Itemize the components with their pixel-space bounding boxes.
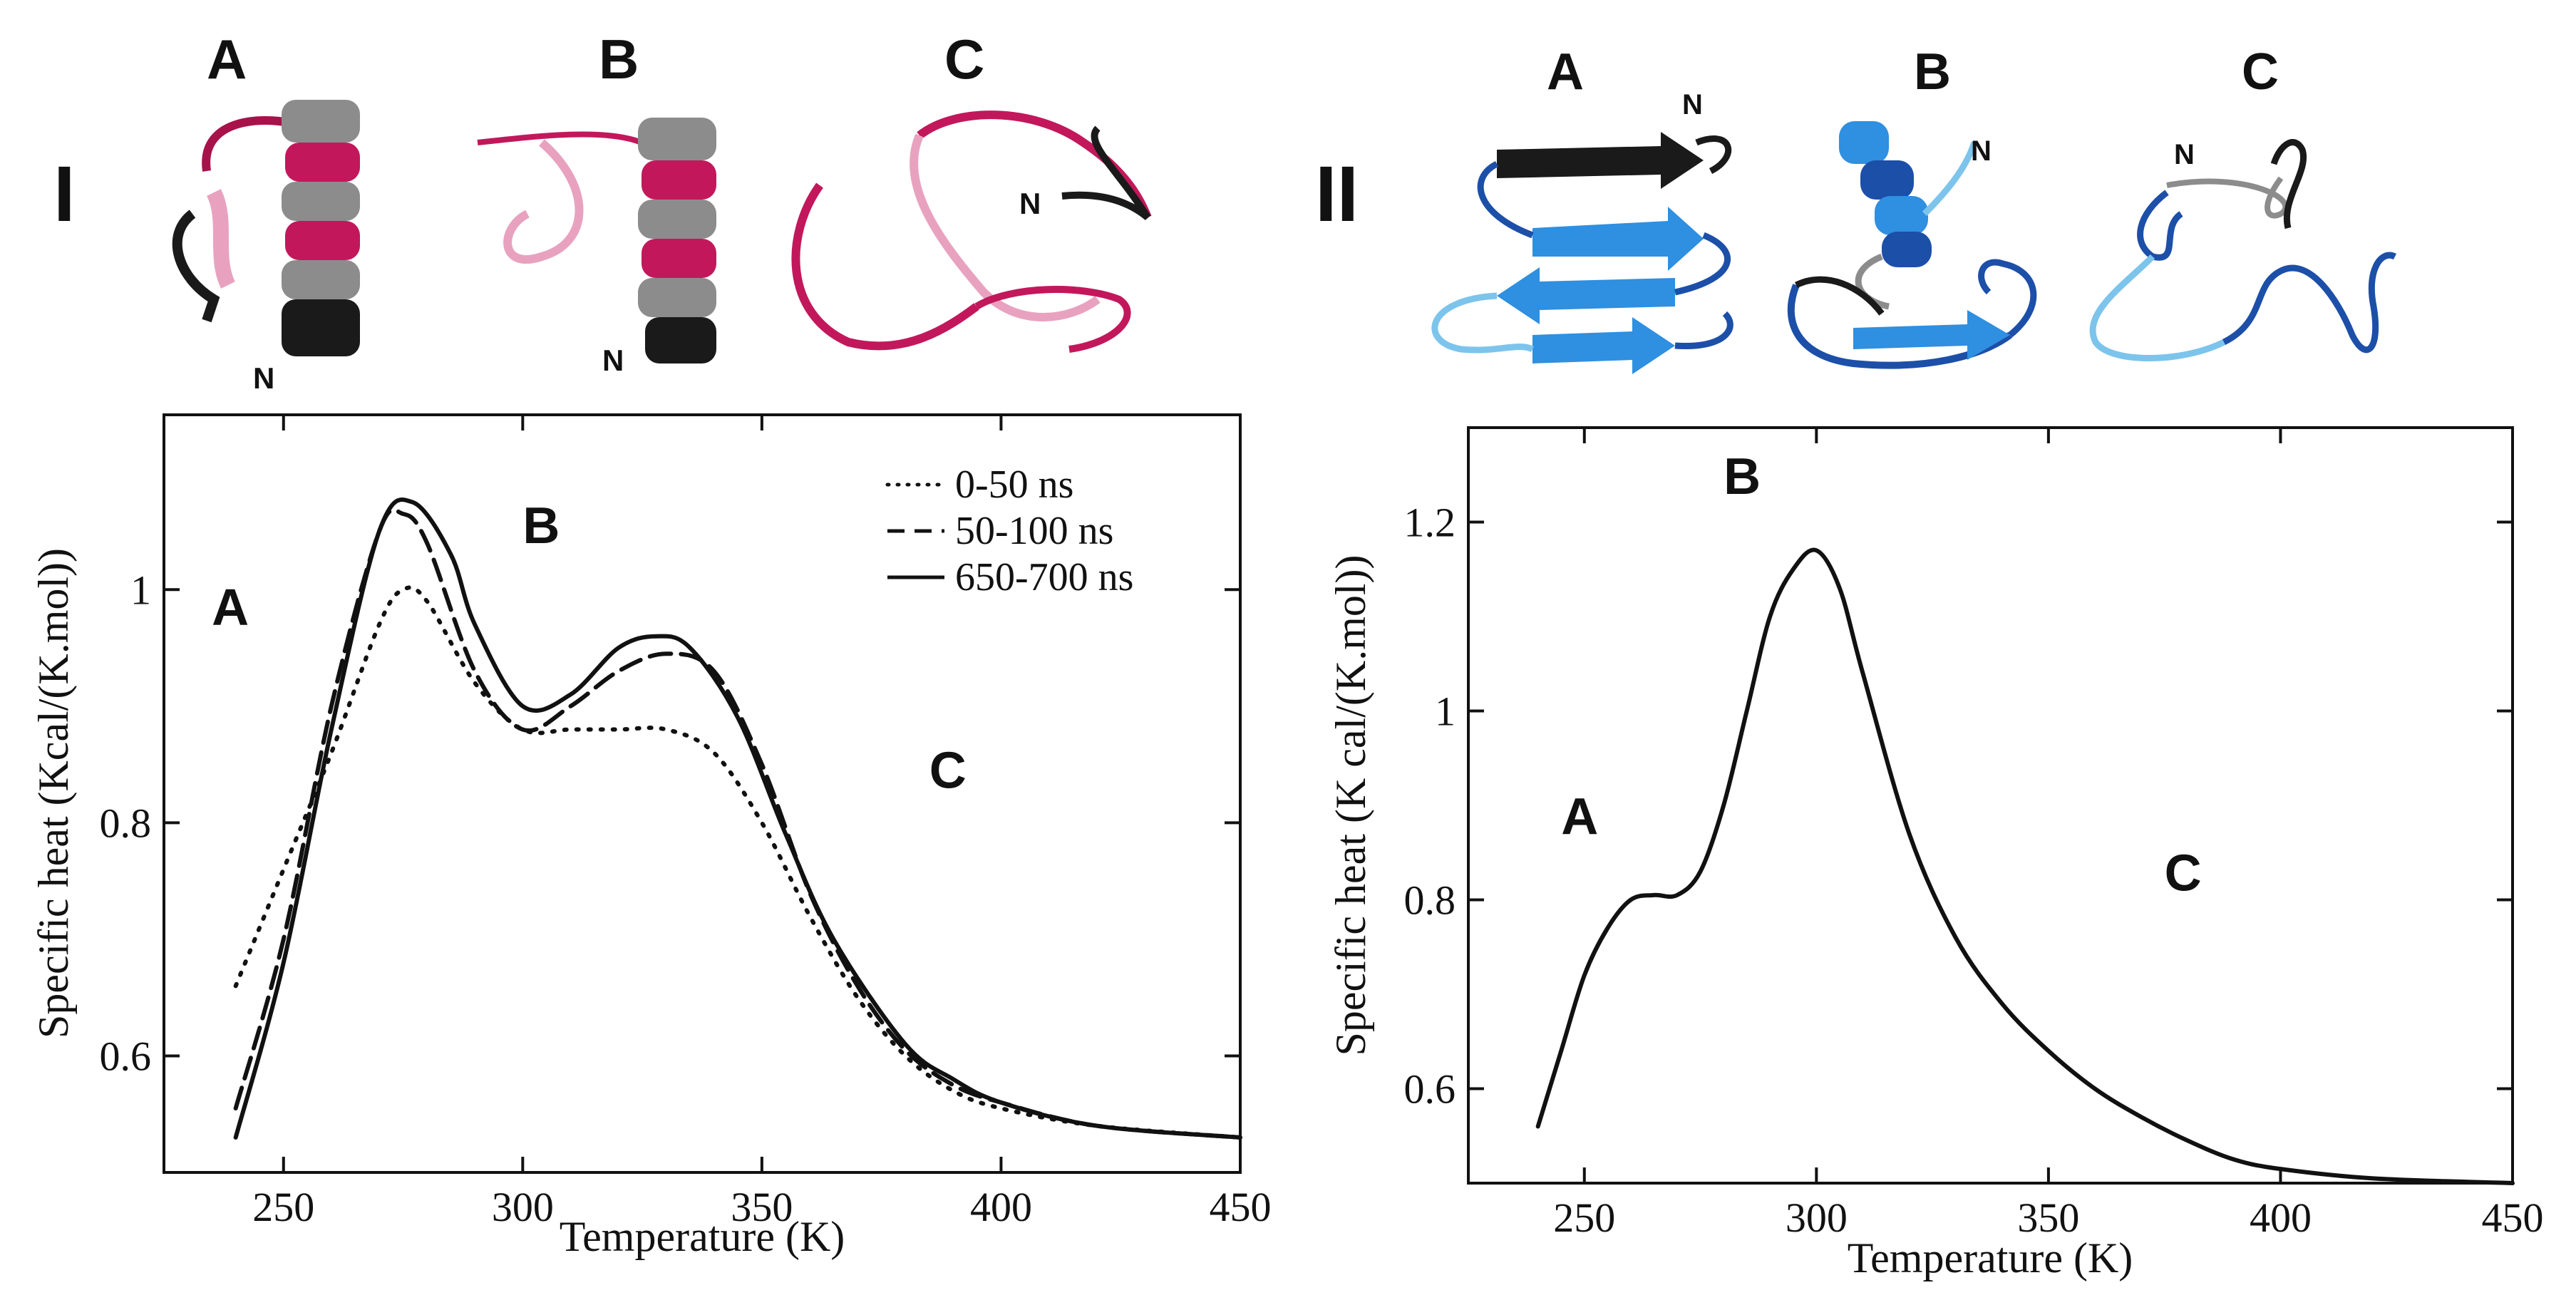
region-label-a: A bbox=[1561, 788, 1598, 845]
structure-i-b-image: N bbox=[477, 118, 716, 377]
series-lines-ii bbox=[1535, 547, 2515, 1185]
axis-ticks-i: 250 300 350 400 450 0.6 0.8 1 bbox=[100, 415, 1272, 1230]
specific-heat-chart-ii: 250 300 350 400 450 0.6 0.8 1 1.2 A B C Temperatur… bbox=[1327, 426, 2544, 1281]
structure-ii-a-n-terminus: N bbox=[1682, 89, 1703, 120]
structure-i-c-image: N bbox=[791, 110, 1152, 353]
x-tick-label-300: 300 bbox=[1786, 1195, 1848, 1241]
structure-i-a-image: N bbox=[172, 100, 360, 395]
structure-ii-a-image: N bbox=[1431, 89, 1733, 374]
panel-ii-label: II bbox=[1315, 150, 1359, 238]
y-axis-label-ii: Specific heat (K cal/(K.mol)) bbox=[1327, 555, 1374, 1056]
x-tick-label-250: 250 bbox=[1553, 1195, 1615, 1241]
structure-ii-c-image: N bbox=[2089, 139, 2397, 361]
structure-ii-c-label: C bbox=[2242, 43, 2279, 100]
series-line-specific-heat bbox=[1535, 547, 2515, 1185]
legend-entry-0-50ns: 0-50 ns bbox=[955, 463, 1073, 507]
y-tick-label-0: 0.6 bbox=[100, 1033, 152, 1079]
structure-i-b-label: B bbox=[599, 28, 639, 91]
structure-ii-b-label: B bbox=[1914, 43, 1951, 100]
region-label-c: C bbox=[2165, 845, 2202, 902]
panel-i-structures: I A B C N N bbox=[53, 28, 1152, 395]
x-tick-label-400: 400 bbox=[2250, 1195, 2312, 1241]
legend-entry-50-100ns: 50-100 ns bbox=[955, 509, 1113, 553]
structure-ii-b-image: N bbox=[1787, 121, 2037, 369]
plot-frame-ii bbox=[1467, 426, 2514, 1185]
series-line-650-700-ns bbox=[233, 497, 1242, 1140]
region-label-b: B bbox=[522, 497, 560, 555]
y-tick-label-2: 1 bbox=[1435, 688, 1456, 735]
x-axis-label-i: Temperature (K) bbox=[560, 1213, 845, 1260]
y-tick-label-2: 1 bbox=[130, 567, 151, 613]
region-label-b: B bbox=[1724, 448, 1761, 505]
series-line-50-100-ns bbox=[233, 507, 1242, 1140]
y-tick-label-0: 0.6 bbox=[1404, 1066, 1456, 1113]
x-tick-label-350: 350 bbox=[2017, 1195, 2079, 1241]
legend-entry-650-700ns: 650-700 ns bbox=[955, 555, 1133, 599]
series-lines-i bbox=[233, 497, 1242, 1140]
y-tick-label-1: 0.8 bbox=[100, 800, 152, 846]
structure-i-a-n-terminus: N bbox=[253, 361, 274, 395]
panel-ii-structures: II A B C N N bbox=[1315, 43, 2397, 374]
x-tick-label-450: 450 bbox=[2482, 1195, 2544, 1241]
plot-frame-i bbox=[163, 413, 1242, 1174]
y-tick-label-3: 1.2 bbox=[1404, 500, 1456, 546]
structure-ii-a-label: A bbox=[1547, 43, 1584, 100]
structure-i-b-n-terminus: N bbox=[602, 344, 624, 377]
structure-ii-b-n-terminus: N bbox=[1971, 135, 1992, 167]
axis-ticks-ii: 250 300 350 400 450 0.6 0.8 1 1.2 bbox=[1404, 428, 2544, 1241]
structure-i-c-label: C bbox=[944, 28, 984, 91]
x-tick-label-250: 250 bbox=[252, 1184, 314, 1230]
region-labels-ii: A B C bbox=[1561, 448, 2201, 902]
structure-i-a-label: A bbox=[207, 28, 247, 91]
specific-heat-chart-i: 250 300 350 400 450 0.6 0.8 1 A B C Temperature (… bbox=[30, 413, 1272, 1260]
series-line-0-50-ns bbox=[233, 585, 1242, 1140]
y-axis-label-i: Specific heat (Kcal/(K.mol)) bbox=[30, 548, 77, 1038]
region-label-c: C bbox=[929, 742, 967, 799]
x-axis-label-ii: Temperature (K) bbox=[1848, 1234, 2133, 1281]
x-tick-label-350: 350 bbox=[731, 1184, 793, 1230]
structure-ii-c-n-terminus: N bbox=[2174, 139, 2195, 170]
y-tick-label-1: 0.8 bbox=[1404, 877, 1456, 924]
panel-i-label: I bbox=[53, 150, 76, 238]
legend-i: 0-50 ns 50-100 ns 650-700 ns bbox=[885, 463, 1133, 599]
region-label-a: A bbox=[212, 579, 249, 636]
x-tick-label-300: 300 bbox=[492, 1184, 554, 1230]
x-tick-label-450: 450 bbox=[1210, 1184, 1272, 1230]
structure-i-c-n-terminus: N bbox=[1019, 187, 1041, 220]
region-labels-i: A B C bbox=[212, 497, 967, 799]
x-tick-label-400: 400 bbox=[970, 1184, 1032, 1230]
